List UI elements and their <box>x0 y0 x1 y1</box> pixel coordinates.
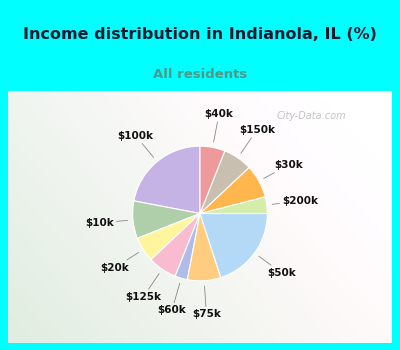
Wedge shape <box>200 167 265 214</box>
Wedge shape <box>134 146 200 214</box>
Text: $200k: $200k <box>272 196 318 206</box>
Text: $75k: $75k <box>192 286 221 319</box>
Text: All residents: All residents <box>153 68 247 81</box>
Wedge shape <box>200 197 267 214</box>
Wedge shape <box>151 214 200 276</box>
Text: $40k: $40k <box>204 109 233 142</box>
Text: $30k: $30k <box>264 160 303 178</box>
Text: $20k: $20k <box>100 252 139 273</box>
Wedge shape <box>175 214 200 280</box>
Text: $125k: $125k <box>125 274 161 302</box>
Text: $10k: $10k <box>85 218 128 228</box>
Text: Income distribution in Indianola, IL (%): Income distribution in Indianola, IL (%) <box>23 27 377 42</box>
Wedge shape <box>187 214 221 281</box>
Text: $50k: $50k <box>259 256 296 278</box>
Text: $150k: $150k <box>239 125 275 153</box>
Text: City-Data.com: City-Data.com <box>276 111 346 121</box>
Text: $100k: $100k <box>118 131 154 158</box>
Text: $60k: $60k <box>158 283 186 315</box>
Wedge shape <box>200 214 267 278</box>
Wedge shape <box>133 201 200 238</box>
Wedge shape <box>200 151 249 214</box>
Wedge shape <box>137 214 200 260</box>
Wedge shape <box>200 146 225 214</box>
